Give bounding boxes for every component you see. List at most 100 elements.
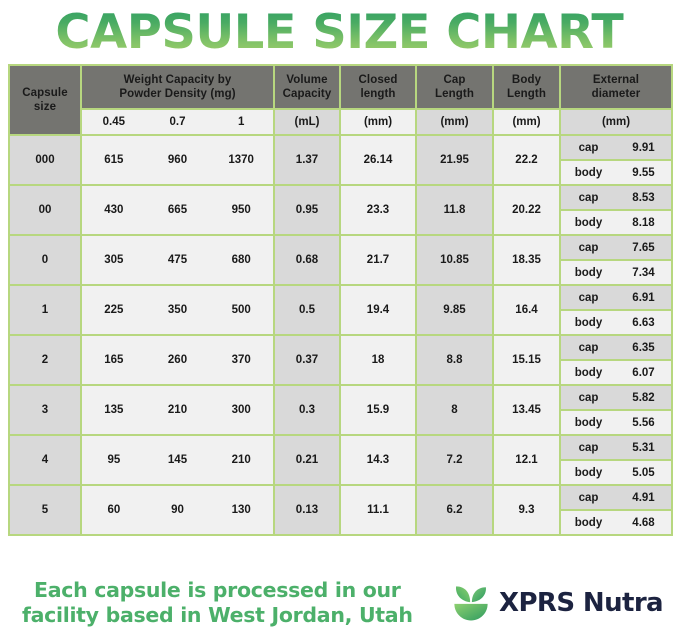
cell-weight-045: 165 [104,354,124,366]
cell-body-length: 12.1 [494,436,559,484]
cell-weight-capacity: 165 260 370 [82,336,273,384]
cell-external-diameter: cap 7.65 body 7.34 [561,236,671,284]
subheader-density-group: 0.45 0.7 1 [82,110,273,134]
cell-volume-capacity: 0.5 [275,286,339,334]
cell-external-body-value: 5.05 [632,466,655,479]
cell-weight-capacity: 225 350 500 [82,286,273,334]
cell-external-cap-label: cap [578,491,599,504]
cell-weight-1: 130 [231,504,251,516]
table-row: 4 95 145 210 0.21 14.3 7.2 12.1 cap 5.31 body 5.05 [10,436,671,484]
cell-weight-1: 680 [231,254,251,266]
subheader-density-07: 0.7 [169,116,186,128]
cell-external-body-label: body [574,216,603,229]
cell-capsule-size: 0 [10,236,80,284]
page-title: CAPSULE SIZE CHART [55,4,624,60]
table-row: 1 225 350 500 0.5 19.4 9.85 16.4 cap 6.91 body 6.63 [10,286,671,334]
cell-weight-045: 135 [104,404,124,416]
cell-cap-length: 11.8 [417,186,492,234]
brand-logo: XPRS Nutra [450,582,669,624]
subheader-volume-unit: (mL) [275,110,339,134]
cell-volume-capacity: 0.13 [275,486,339,534]
cell-external-cap-row: cap 5.82 [561,386,671,409]
cell-external-cap-value: 5.31 [632,441,655,454]
cell-body-length: 16.4 [494,286,559,334]
cell-external-cap-label: cap [578,291,599,304]
cell-external-cap-row: cap 7.65 [561,236,671,259]
table-row: 3 135 210 300 0.3 15.9 8 13.45 cap 5.82 body 5.56 [10,386,671,434]
table-row: 00 430 665 950 0.95 23.3 11.8 20.22 cap 8.53 body 8… [10,186,671,234]
cell-external-cap-value: 7.65 [632,241,655,254]
cell-external-body-label: body [574,416,603,429]
cell-weight-capacity: 305 475 680 [82,236,273,284]
cell-weight-capacity: 135 210 300 [82,386,273,434]
cell-weight-045: 95 [107,454,121,466]
cell-external-body-value: 8.18 [632,216,655,229]
cell-external-cap-value: 4.91 [632,491,655,504]
cell-external-cap-row: cap 4.91 [561,486,671,509]
cell-closed-length: 19.4 [341,286,415,334]
cell-external-body-value: 9.55 [632,166,655,179]
cell-external-body-row: body 4.68 [561,511,671,534]
cell-capsule-size: 1 [10,286,80,334]
header-weight-capacity-line2: Powder Density (mg) [119,88,236,100]
brand-name: XPRS Nutra [499,588,664,618]
cell-external-body-row: body 6.07 [561,361,671,384]
cell-external-cap-row: cap 8.53 [561,186,671,209]
cell-body-length: 18.35 [494,236,559,284]
cell-weight-capacity: 615 960 1370 [82,136,273,184]
cell-external-body-label: body [574,366,603,379]
cell-external-body-row: body 9.55 [561,161,671,184]
cell-body-length: 9.3 [494,486,559,534]
cell-body-length: 20.22 [494,186,559,234]
cell-external-body-value: 6.63 [632,316,655,329]
cell-weight-capacity: 60 90 130 [82,486,273,534]
cell-cap-length: 8 [417,386,492,434]
cell-external-body-label: body [574,266,603,279]
cell-weight-045: 305 [104,254,124,266]
cell-weight-045: 225 [104,304,124,316]
mortar-leaf-logo-icon [454,586,488,621]
cell-weight-1: 370 [231,354,251,366]
footer-tagline: Each capsule is processed in our facilit… [14,578,413,628]
header-row: Capsule size Weight Capacity by Powder D… [10,66,671,134]
cell-external-diameter: cap 5.82 body 5.56 [561,386,671,434]
cell-body-length: 13.45 [494,386,559,434]
cell-external-cap-row: cap 6.35 [561,336,671,359]
cell-weight-07: 960 [167,154,188,166]
table-row: 0 305 475 680 0.68 21.7 10.85 18.35 cap 7.65 body 7… [10,236,671,284]
cell-weight-1: 950 [231,204,251,216]
cell-volume-capacity: 0.37 [275,336,339,384]
header-external-diameter-line1: External [592,73,640,86]
cell-external-cap-row: cap 6.91 [561,286,671,309]
cell-closed-length: 26.14 [341,136,415,184]
cell-external-body-row: body 5.05 [561,461,671,484]
cell-external-diameter: cap 6.91 body 6.63 [561,286,671,334]
cell-cap-length: 10.85 [417,236,492,284]
cell-external-body-value: 7.34 [632,266,655,279]
cell-external-cap-value: 5.82 [632,391,655,404]
subheader-row: 0.45 0.7 1 (mL) (mm) (mm) (mm) (mm) [10,110,671,134]
cell-weight-1: 210 [231,454,251,466]
header-body-length-line2: Length [507,88,546,100]
header-volume-capacity-line1: Volume [286,73,328,86]
cell-weight-045: 60 [107,504,121,516]
cell-cap-length: 7.2 [417,436,492,484]
subheader-closed-unit: (mm) [341,110,415,134]
cell-external-cap-label: cap [578,141,599,154]
cell-capsule-size: 4 [10,436,80,484]
header-body-length-line1: Body [511,73,542,86]
cell-external-body-label: body [574,316,603,329]
header-closed-length: Closed length [341,66,415,108]
cell-cap-length: 9.85 [417,286,492,334]
cell-closed-length: 23.3 [341,186,415,234]
cell-closed-length: 14.3 [341,436,415,484]
footer: Each capsule is processed in our facilit… [0,566,679,640]
capsule-size-table: Capsule size Weight Capacity by Powder D… [8,64,673,536]
cell-capsule-size: 000 [10,136,80,184]
cell-external-body-value: 6.07 [632,366,655,379]
cell-closed-length: 18 [341,336,415,384]
cell-weight-07: 90 [171,504,184,516]
table-row: 2 165 260 370 0.37 18 8.8 15.15 cap 6.35 body 6.07 [10,336,671,384]
subheader-density-045: 0.45 [102,116,126,128]
cell-weight-07: 145 [167,454,188,466]
